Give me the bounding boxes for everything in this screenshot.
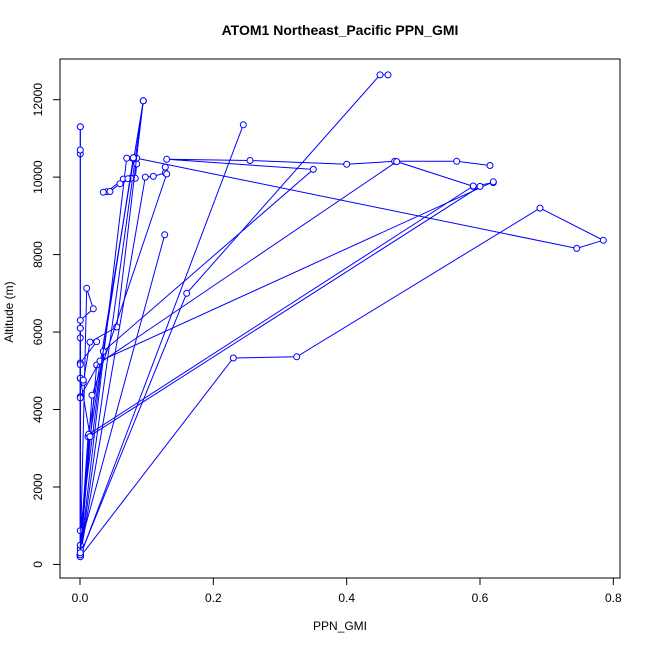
data-point [573, 244, 581, 252]
y-tick-label: 10000 [31, 160, 45, 194]
series-line [82, 100, 144, 383]
data-point [79, 376, 87, 384]
data-point [123, 154, 131, 162]
data-point [183, 289, 191, 297]
data-point [93, 338, 101, 346]
data-point [489, 178, 497, 186]
data-point [239, 121, 247, 129]
data-point [149, 172, 157, 180]
x-tick-label: 0.2 [205, 591, 222, 605]
data-point [76, 316, 84, 324]
series-line [88, 185, 474, 435]
y-axis-label: Altitude (m) [2, 281, 16, 342]
x-axis: 0.0 0.2 0.4 0.6 0.8 [72, 577, 622, 605]
series-22 [76, 324, 84, 557]
data-point [384, 71, 392, 79]
data-point [229, 354, 237, 362]
data-point [139, 97, 147, 105]
data-point [133, 160, 141, 168]
data-point [99, 188, 107, 196]
chart-title: ATOM1 Northeast_Pacific PPN_GMI [222, 22, 459, 38]
data-point [141, 173, 149, 181]
data-point [116, 180, 124, 188]
x-tick-label: 0.6 [472, 591, 489, 605]
data-point [599, 236, 607, 244]
y-tick-label: 6000 [31, 318, 45, 345]
data-point [106, 188, 114, 195]
data-point [76, 146, 84, 154]
x-tick-label: 0.4 [338, 591, 355, 605]
data-point [88, 391, 96, 399]
series-group [76, 71, 607, 561]
y-tick-label: 8000 [31, 241, 45, 268]
data-point [163, 155, 171, 163]
y-tick-label: 2000 [31, 473, 45, 500]
data-point [83, 284, 91, 292]
y-tick-label: 12000 [31, 83, 45, 117]
data-point [86, 433, 94, 441]
series-line [79, 124, 244, 557]
series-line [79, 74, 388, 555]
data-point [76, 123, 84, 131]
data-point [129, 154, 137, 162]
data-point [376, 71, 384, 79]
data-point [76, 324, 84, 332]
data-point [163, 170, 171, 178]
data-point [86, 338, 94, 346]
x-tick-label: 0.8 [605, 591, 622, 605]
data-point [309, 165, 317, 173]
y-tick-label: 0 [31, 561, 45, 568]
data-point [246, 157, 254, 164]
data-point [293, 353, 301, 361]
data-point [76, 549, 84, 557]
series-line [79, 234, 166, 546]
x-tick-label: 0.0 [72, 591, 89, 605]
data-point [469, 182, 477, 190]
y-axis: 0 2000 4000 6000 8000 10000 12000 [31, 83, 61, 568]
data-point [89, 305, 97, 313]
data-point [476, 182, 484, 190]
data-point [486, 162, 494, 169]
data-point [343, 160, 351, 168]
y-tick-label: 4000 [31, 396, 45, 423]
series-12 [76, 155, 494, 535]
data-point [536, 204, 544, 212]
data-point [161, 231, 169, 239]
x-axis-label: PPN_GMI [313, 619, 367, 633]
data-point [393, 158, 401, 166]
data-point [453, 157, 461, 165]
